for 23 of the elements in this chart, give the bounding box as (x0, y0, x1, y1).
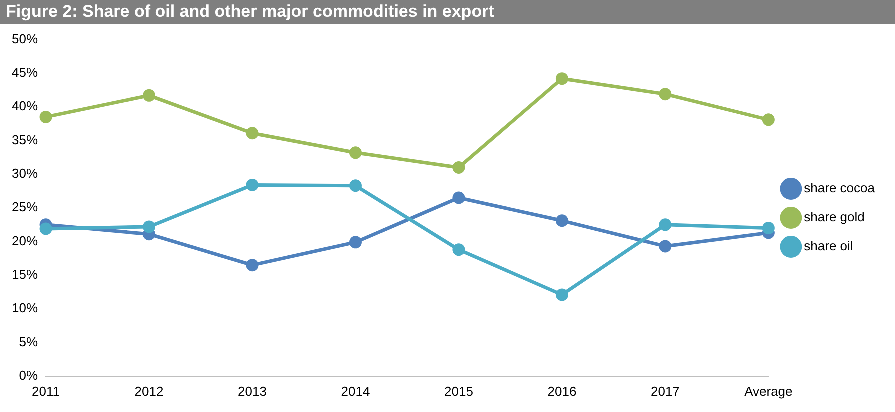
y-tick-label: 30% (12, 166, 38, 182)
y-tick-label: 20% (12, 233, 38, 248)
x-tick-label: Average (744, 384, 793, 399)
y-tick-label: 50% (12, 31, 38, 46)
legend-label: share cocoa (804, 180, 876, 196)
y-tick-label: 40% (12, 98, 38, 114)
y-tick-label: 45% (12, 65, 38, 80)
y-tick-label: 15% (12, 267, 38, 282)
chart-title: Figure 2: Share of oil and other major commodities in export (0, 0, 895, 24)
legend-label: share oil (804, 238, 854, 254)
x-tick-label: 2011 (32, 384, 60, 399)
x-tick-label: 2014 (341, 384, 370, 399)
x-tick-label: 2016 (548, 384, 577, 399)
x-tick-label: 2013 (238, 384, 267, 399)
x-tick-label: 2015 (444, 384, 474, 399)
x-tick-label: 2012 (134, 384, 164, 399)
y-tick-label: 25% (12, 200, 38, 215)
x-tick-label: 2017 (650, 384, 680, 399)
y-tick-label: 5% (19, 334, 38, 350)
y-tick-label: 10% (12, 300, 38, 316)
legend-label: share gold (804, 210, 865, 225)
y-tick-label: 35% (12, 132, 38, 148)
y-tick-label: 0% (19, 368, 38, 383)
